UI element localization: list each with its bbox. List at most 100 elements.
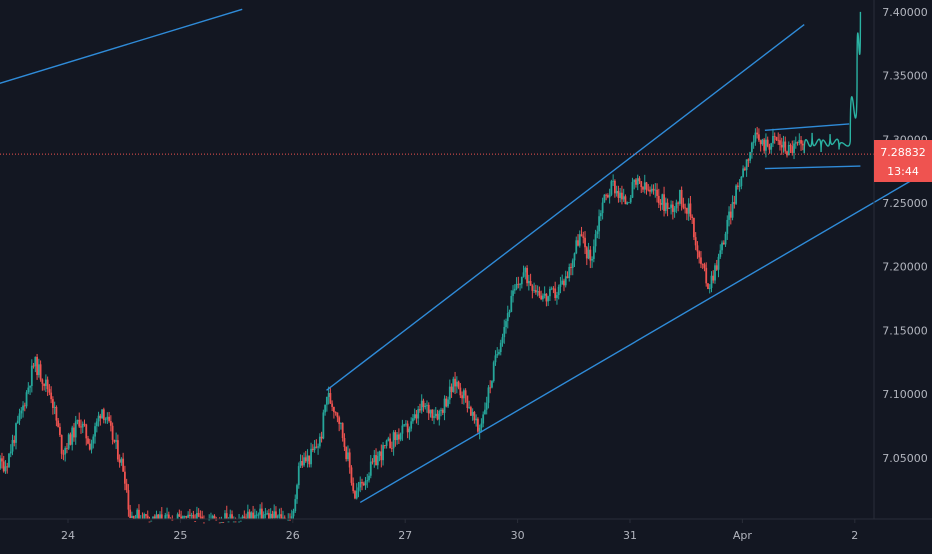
candle [318,433,321,449]
candle [146,510,149,519]
candle [22,401,24,418]
candle [482,411,485,428]
candle [329,386,332,405]
candle [420,394,423,414]
candle [208,514,211,521]
candle [8,453,10,468]
candle [645,181,648,195]
candle [635,178,637,188]
candle [563,278,565,292]
candle [440,407,442,417]
x-tick-label: 30 [511,529,525,542]
candle [122,452,125,472]
candle [296,483,298,504]
candle [15,422,17,450]
candle [596,225,599,239]
candle [145,514,147,519]
candle [707,283,709,290]
candle [794,136,797,149]
candle [717,253,720,278]
candle [754,128,757,146]
candle [728,206,730,227]
candle [492,360,495,383]
candle [524,266,527,280]
candle [534,284,537,295]
trendline-flag-upper[interactable] [764,123,850,132]
candle [606,193,609,199]
candle [192,510,195,519]
candle [582,231,585,244]
candle [571,258,574,276]
candle [55,405,58,427]
candle [615,185,618,197]
y-tick-label: 7.15000 [882,324,928,337]
candle [642,186,644,193]
candle [712,270,715,284]
candle [46,376,49,396]
trendline-channel-upper[interactable] [326,24,805,391]
candle [598,209,600,239]
candle [325,396,328,412]
candle [652,184,655,195]
candle [628,202,630,204]
trendline-top-line[interactable] [0,8,243,116]
candle [464,388,467,403]
candle [638,176,641,184]
candle [594,229,597,253]
candle [317,443,319,455]
candle [113,439,116,444]
time-axis[interactable]: 24 25 26 27 30 31 Apr 2 [61,519,858,542]
candle [350,465,353,486]
candle [16,415,19,424]
drawings-layer[interactable] [0,8,917,504]
candle [245,513,247,519]
candle [473,410,476,424]
candle [700,251,702,268]
candle [752,135,755,149]
candle [577,234,579,247]
candle [224,510,226,519]
candle [143,512,146,519]
candle [62,449,65,461]
candle [183,515,186,519]
candle [610,179,613,197]
candle [736,182,739,190]
candle [371,458,374,465]
candle [255,510,258,519]
candle [48,384,51,396]
trendline-flag-lower[interactable] [764,165,861,170]
candle [541,293,544,302]
candle [633,179,636,190]
candle [59,423,61,437]
candle [357,481,360,498]
candle [276,514,279,519]
candle [471,408,474,421]
candle [770,142,773,154]
candle [275,506,277,519]
candle [591,256,593,268]
candle [675,199,678,214]
trendline-channel-lower[interactable] [359,176,917,504]
candle [415,409,418,424]
candle [181,515,184,519]
candle [419,403,421,413]
projection-path[interactable] [803,11,862,154]
candle [213,514,216,519]
candle [387,436,390,442]
candle [311,444,314,453]
candle [338,415,341,432]
candle [273,504,276,519]
candle [120,457,123,466]
candle [27,382,30,395]
candle [626,201,629,205]
candle [13,435,16,447]
candle [373,450,376,468]
candle [43,383,46,391]
candle [433,409,435,425]
candle [380,444,383,468]
candle [568,263,571,282]
candle [83,419,86,427]
candle [246,504,249,519]
